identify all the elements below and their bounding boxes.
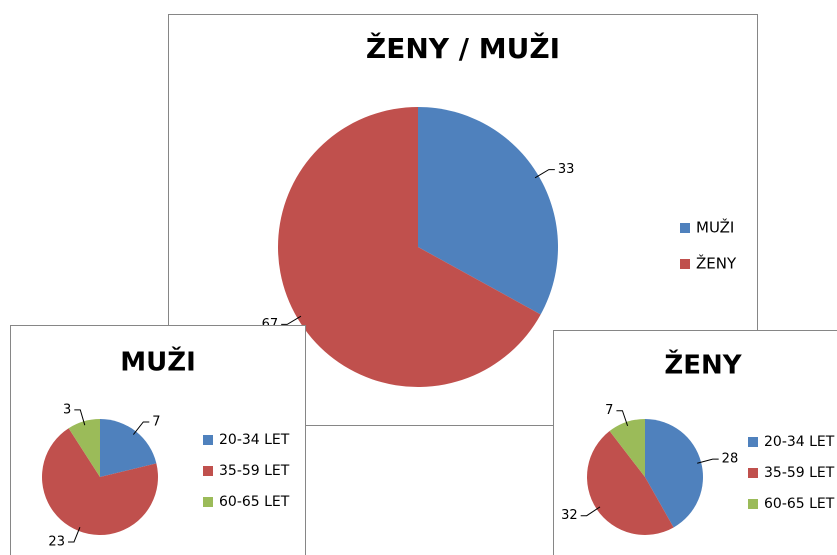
leader-line [534,169,555,179]
legend-swatch [748,437,758,447]
pie-slice [41,428,158,536]
legend-label: MUŽI [696,218,734,237]
pie-slice [418,107,558,315]
leader-line [74,409,86,426]
pie-slice [100,419,157,477]
chart-title: ŽENY [664,349,742,381]
legend-swatch [680,259,690,269]
leader-line [132,421,150,435]
legend-swatch [203,497,213,507]
legend-swatch [680,223,690,233]
chart: MUŽI 7 23 3 20-34 LET 35-59 LET 60-65 LET [10,325,306,555]
data-label: 32 [561,508,578,523]
pie-slice [609,419,645,477]
chart-title: ŽENY / MUŽI [366,31,560,65]
pie-slice [586,431,674,536]
leader-line [697,458,719,464]
data-label: 7 [152,414,160,429]
legend-swatch [203,466,213,476]
legend-label: 60-65 LET [219,494,290,510]
legend-label: 35-59 LET [219,463,290,479]
data-label: 3 [63,402,71,417]
chart: ŽENY 28 32 7 20-34 LET 35-59 LET 60-65 LET [553,330,837,555]
leader-line [616,410,629,427]
chart-title: MUŽI [120,346,196,378]
data-label: 7 [605,403,613,418]
data-label: 28 [722,452,739,467]
leader-line [67,526,81,543]
data-label: 23 [48,534,65,549]
legend-swatch [203,435,213,445]
legend-label: 20-34 LET [219,432,290,448]
pie-slice [645,419,703,528]
legend-label: ŽENY [696,254,737,273]
data-label: 33 [558,162,575,177]
legend-label: 60-65 LET [764,496,835,512]
legend-label: 35-59 LET [764,465,835,481]
legend-swatch [748,499,758,509]
legend-swatch [748,468,758,478]
leader-line [281,315,302,325]
leader-line [580,506,601,517]
pie-slice [278,107,541,388]
legend-label: 20-34 LET [764,434,835,450]
pie-slice [68,419,100,477]
